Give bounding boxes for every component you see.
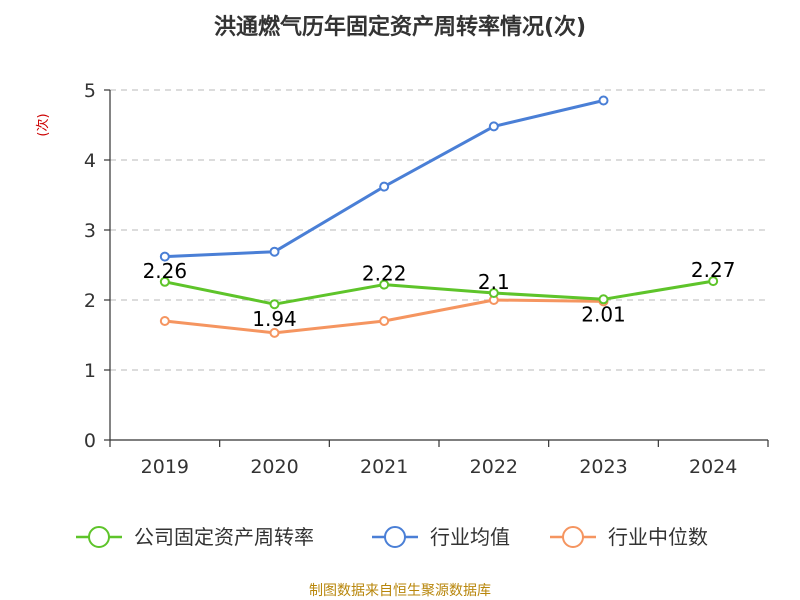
data-point [379, 316, 390, 326]
data-label: 2.22 [362, 262, 407, 286]
y-tick-label: 2 [84, 290, 96, 312]
x-tick-label: 2019 [141, 456, 189, 478]
series-line [164, 99, 604, 259]
y-tick-label: 1 [84, 360, 96, 382]
gridlines [110, 89, 768, 371]
chart-title: 洪通燃气历年固定资产周转率情况(次) [214, 14, 586, 40]
y-tick-label: 0 [84, 430, 96, 452]
data-label: 2.27 [691, 258, 736, 282]
x-tick-label: 2024 [689, 456, 737, 478]
data-labels: 2.26 1.94 2.22 2.1 2.01 2.27 [143, 258, 736, 331]
data-point [269, 327, 280, 338]
data-point [488, 288, 499, 298]
data-point [379, 279, 390, 290]
legend-swatch-marker [88, 526, 110, 548]
legend-label: 行业均值 [430, 525, 510, 549]
x-tick-label: 2020 [250, 456, 298, 478]
axes: 0 1 2 3 4 5 2019 2020 2021 2022 2023 2024 [84, 80, 769, 478]
y-axis-unit-label: (次) [35, 113, 51, 136]
data-point [159, 316, 170, 326]
data-label: 2.26 [143, 259, 188, 283]
data-point [708, 276, 719, 287]
data-point [488, 121, 499, 132]
data-point [598, 294, 609, 305]
data-point [269, 246, 280, 257]
data-point [159, 251, 170, 262]
source-note: 制图数据来自恒生聚源数据库 [309, 583, 491, 599]
legend-swatch-marker [562, 526, 584, 548]
x-tick-label: 2022 [470, 456, 518, 478]
legend-swatch-marker [384, 526, 406, 548]
y-tick-label: 3 [84, 220, 96, 242]
data-point [598, 95, 609, 106]
data-point [379, 181, 390, 192]
legend-item[interactable]: 行业中位数 [550, 525, 708, 549]
data-label: 2.1 [478, 270, 510, 294]
y-tick-label: 5 [84, 80, 96, 102]
data-label: 2.01 [581, 302, 626, 326]
series-line [164, 279, 714, 306]
legend-label: 行业中位数 [608, 525, 708, 549]
x-tick-label: 2023 [579, 456, 627, 478]
series-lines [159, 95, 719, 338]
legend: 公司固定资产周转率 行业均值 行业中位数 [76, 525, 708, 549]
legend-item[interactable]: 行业均值 [372, 525, 510, 549]
x-tick-label: 2021 [360, 456, 408, 478]
data-point [269, 299, 280, 310]
legend-item[interactable]: 公司固定资产周转率 [76, 525, 314, 549]
data-point [159, 276, 170, 287]
legend-label: 公司固定资产周转率 [134, 525, 314, 549]
y-tick-label: 4 [84, 150, 96, 172]
data-label: 1.94 [252, 307, 297, 331]
